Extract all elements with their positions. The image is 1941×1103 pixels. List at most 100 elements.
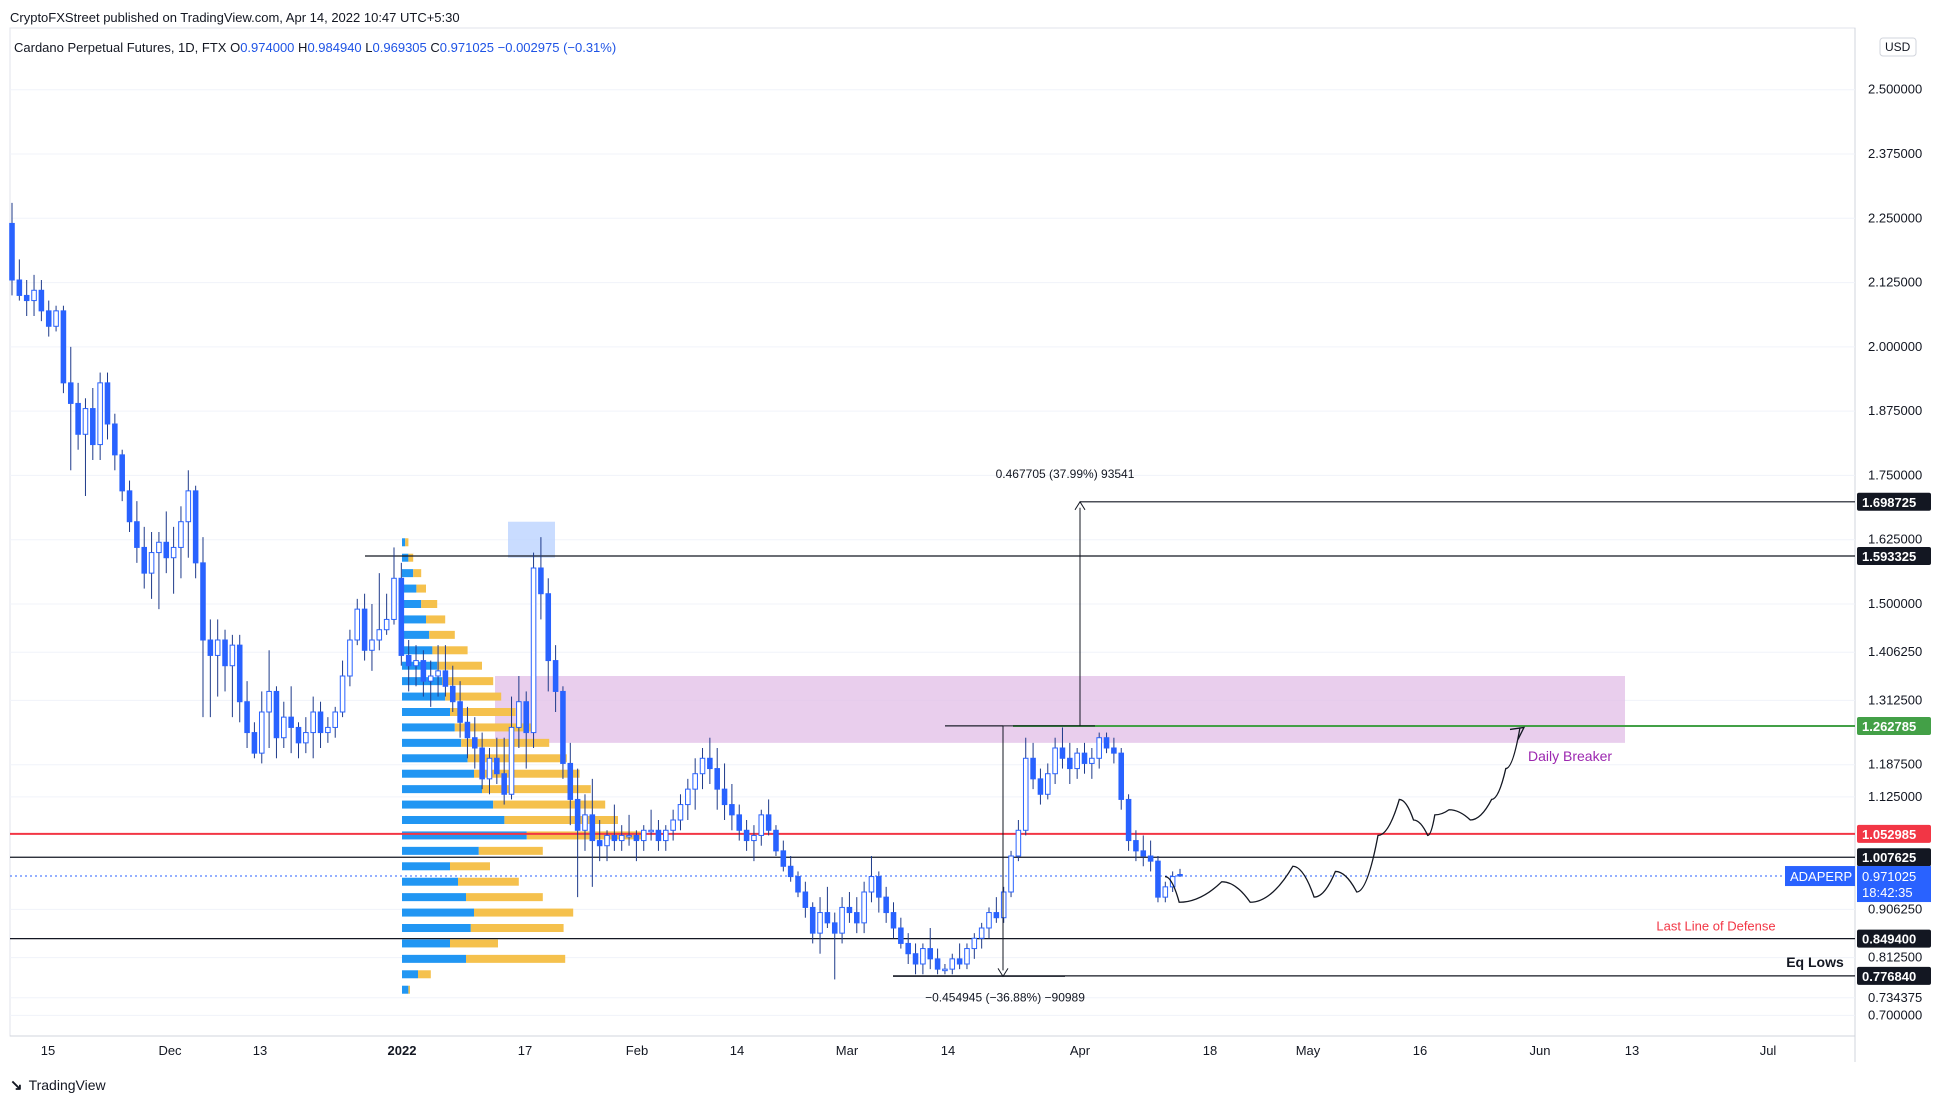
candle-body	[589, 814, 596, 842]
candle-body	[134, 521, 140, 548]
candle-body	[222, 639, 228, 667]
candle-body	[898, 927, 904, 944]
candle-body	[420, 660, 427, 682]
candle-body	[633, 834, 640, 842]
x-tick-label: 13	[253, 1043, 267, 1058]
vp-bar-down	[445, 692, 502, 701]
x-tick-label: 16	[1413, 1043, 1427, 1058]
candle-body	[185, 490, 192, 523]
candle-body	[347, 639, 353, 677]
candle-body	[523, 701, 529, 734]
vp-bar-down	[442, 677, 494, 686]
vp-bar-down	[408, 553, 414, 562]
candle-body	[413, 660, 419, 667]
y-tick-label: 0.700000	[1868, 1007, 1922, 1022]
candle-body	[780, 850, 787, 867]
candle-body	[214, 639, 221, 656]
candle-body	[244, 701, 250, 734]
breaker-zone-layer: Daily Breaker	[495, 521, 1625, 764]
candle-body	[501, 773, 507, 795]
candle-body	[817, 912, 823, 934]
candle-body	[809, 906, 816, 934]
vp-bar-up	[402, 985, 409, 994]
candle-body	[736, 814, 743, 831]
candle-body	[464, 721, 471, 739]
candle-body	[354, 608, 361, 641]
grid-layer	[9, 27, 1856, 1062]
candle-body	[288, 716, 294, 728]
annotations-layer: Last Line of Defense Eq Lows 0.467705 (37.…	[893, 467, 1844, 1004]
candle-body	[427, 675, 434, 682]
candle-body	[9, 222, 15, 281]
vp-bar-up	[402, 800, 494, 809]
candle-body	[964, 948, 970, 965]
x-tick-label: Jun	[1530, 1043, 1551, 1058]
candle-body	[178, 521, 184, 548]
vp-bar-down	[458, 877, 519, 886]
currency-label: USD	[1885, 40, 1911, 54]
x-tick-label: Jul	[1760, 1043, 1777, 1058]
vp-bar-up	[402, 661, 438, 670]
y-tick-label: 1.625000	[1868, 532, 1922, 547]
candle-body	[765, 814, 772, 831]
measure-down-label: −0.454945 (−36.88%) −90989	[925, 990, 1085, 1004]
candle-body	[391, 577, 397, 620]
candle-body	[494, 757, 500, 775]
candle-body	[472, 737, 478, 749]
candle-body	[920, 948, 926, 965]
vp-bar-up	[402, 553, 409, 562]
candle-body	[97, 382, 103, 446]
candle-body	[163, 541, 170, 559]
price-axis[interactable]: 2.500000 2.375000 2.250000 2.125000 2.000000…	[1785, 37, 1931, 1022]
candle-body	[655, 829, 662, 842]
candle-body	[170, 546, 177, 559]
vp-bar-down	[478, 846, 543, 855]
currency-badge[interactable]	[1879, 37, 1917, 57]
vp-bar-down	[429, 630, 455, 639]
daily-breaker-zone	[495, 676, 1625, 743]
x-tick-label: 14	[730, 1043, 744, 1058]
candle-body	[721, 788, 728, 806]
vp-bar-up	[402, 846, 479, 855]
candle-body	[934, 958, 941, 970]
candle-body	[685, 788, 691, 806]
candle-body	[905, 942, 911, 955]
candle-body	[516, 701, 522, 728]
daily-breaker-label: Daily Breaker	[1528, 748, 1612, 764]
candle-body	[192, 490, 199, 564]
candle-body	[112, 423, 118, 456]
candle-body	[1118, 752, 1125, 800]
candle-body	[618, 834, 625, 842]
candle-body	[854, 912, 860, 924]
candle-body	[596, 840, 603, 847]
candle-body	[1155, 860, 1161, 898]
candle-body	[332, 711, 338, 728]
y-tick-label: 1.875000	[1868, 403, 1922, 418]
vp-bar-up	[402, 600, 422, 608]
candle-body	[317, 711, 324, 734]
candle-body	[1147, 855, 1154, 862]
candle-body	[339, 675, 346, 713]
vp-bar-down	[474, 769, 580, 778]
candle-body	[82, 408, 89, 435]
candle-body	[90, 408, 96, 446]
candle-body	[956, 958, 963, 965]
y-tick-label: 0.812500	[1868, 950, 1922, 965]
time-axis[interactable]: 15 Dec 13 2022 17 Feb 14 Mar 14 Apr 18 May 16 Jun 13 Ju…	[41, 1043, 1777, 1058]
candle-body	[890, 912, 897, 929]
symbol-title[interactable]: Cardano Perpetual Futures, 1D, FTX	[14, 40, 227, 55]
level-price-label: 1.007625	[1862, 850, 1916, 865]
candle-body	[295, 726, 302, 744]
x-tick-label: May	[1296, 1043, 1321, 1058]
vp-bar-up	[402, 908, 474, 917]
candle-body	[743, 829, 750, 842]
candle-body	[912, 953, 919, 965]
candle-body	[1162, 886, 1169, 898]
candle-body	[677, 804, 684, 821]
brand-label: TradingView	[28, 1077, 106, 1093]
footer-brand[interactable]: ↘ TradingView	[10, 1076, 106, 1094]
candle-body	[787, 865, 794, 878]
projection-arrow	[1509, 726, 1526, 740]
x-tick-label: Feb	[626, 1043, 648, 1058]
